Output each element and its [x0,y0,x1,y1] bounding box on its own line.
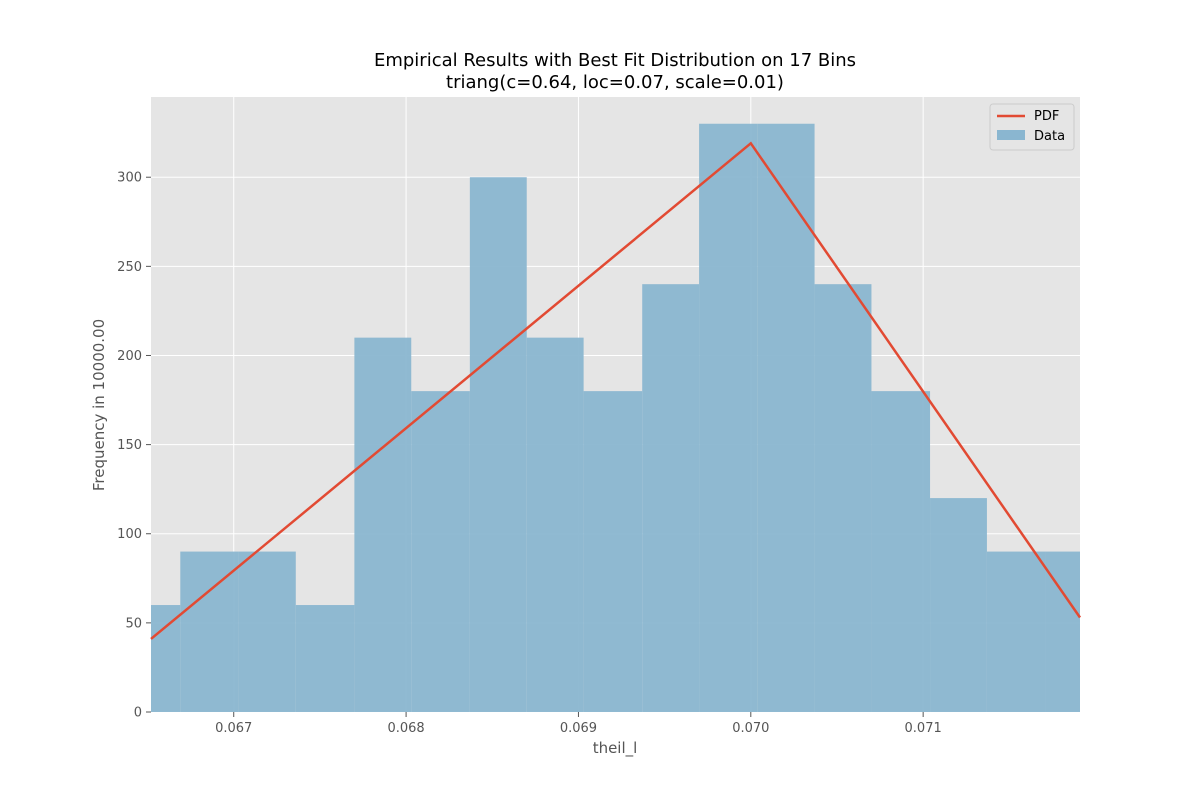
y-axis-label: Frequency in 10000.00 [90,319,108,491]
histogram-bar [238,551,296,712]
y-tick-label: 100 [117,527,142,542]
histogram-bar [151,605,181,712]
legend-pdf-label: PDF [1034,109,1059,124]
x-tick-label: 0.068 [387,721,424,736]
x-tick-label: 0.067 [215,721,252,736]
histogram-bar [354,337,412,712]
x-axis-label: theil_l [593,739,638,758]
x-tick-label: 0.071 [905,721,942,736]
legend: PDF Data [989,103,1075,151]
histogram-bar [526,337,584,712]
histogram-bar [295,605,355,712]
x-tick-label: 0.069 [560,721,597,736]
chart-subtitle: triang(c=0.64, loc=0.07, scale=0.01) [446,72,784,93]
histogram-bar [180,551,239,712]
y-tick-label: 50 [125,616,142,631]
histogram-bar [699,123,758,712]
y-tick-label: 150 [117,438,142,453]
histogram-bar [986,551,1046,712]
histogram-bars [151,123,1080,712]
histogram-bar [757,123,815,712]
x-axis-ticks: 0.067 0.068 0.069 0.070 0.071 [215,712,942,736]
histogram-bar [469,177,527,712]
histogram-bar [871,391,931,712]
chart-title: Empirical Results with Best Fit Distribu… [374,50,856,71]
pdf-line [150,141,1082,640]
x-tick-label: 0.070 [732,721,769,736]
histogram-bar [930,498,987,712]
legend-data-swatch [997,130,1025,140]
y-tick-label: 250 [117,260,142,275]
histogram-bar [583,391,643,712]
y-axis-ticks: 0 50 100 150 200 250 300 [117,171,151,721]
pdf-layer [150,141,1082,640]
histogram-bar [411,391,470,712]
y-tick-label: 200 [117,349,142,364]
y-tick-label: 0 [134,706,142,721]
legend-data-label: Data [1034,129,1065,144]
y-tick-label: 300 [117,171,142,186]
histogram-bar [814,284,872,712]
histogram-bar [642,284,700,712]
